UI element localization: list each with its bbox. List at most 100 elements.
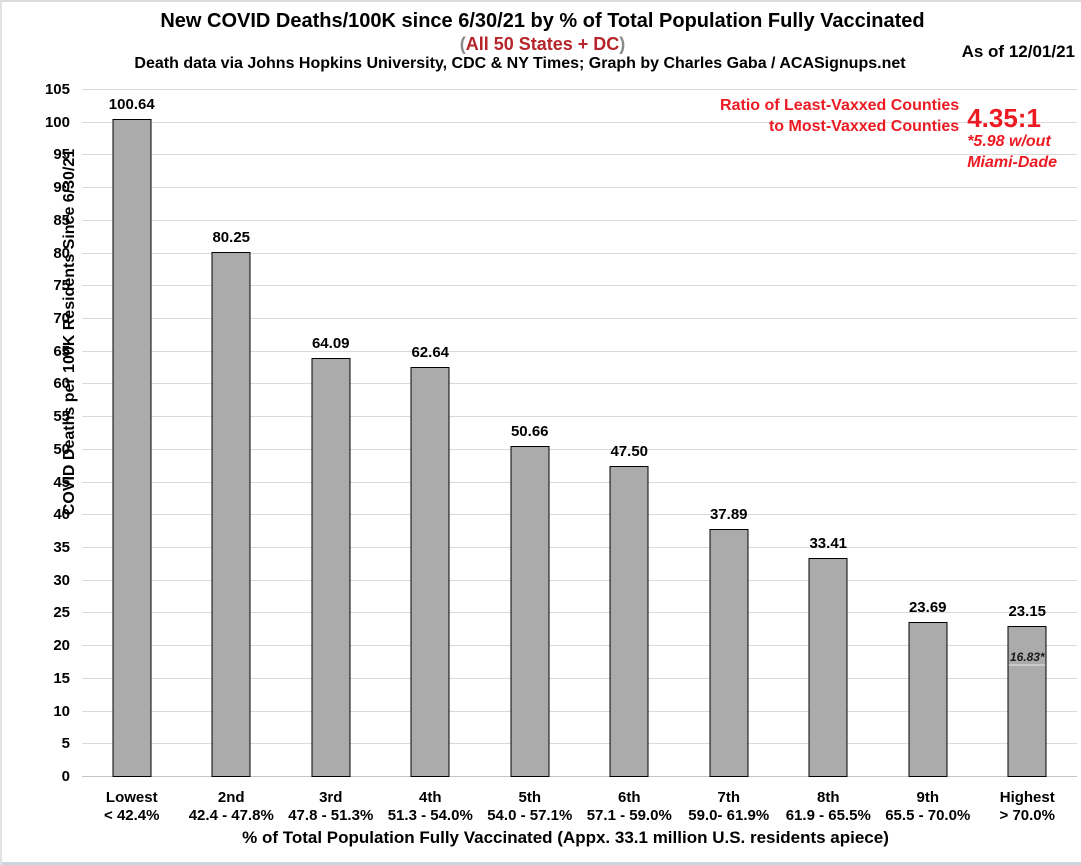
y-tick-label: 45 <box>53 473 70 491</box>
category-range: 54.0 - 57.1% <box>487 807 573 824</box>
bar <box>410 367 450 777</box>
y-tick-label: 55 <box>53 408 70 426</box>
gridline <box>82 154 1077 156</box>
category-range: 61.9 - 65.5% <box>785 807 871 824</box>
category-label: 4th 51.3 - 54.0% <box>381 789 481 825</box>
y-tick-label: 90 <box>53 179 70 197</box>
y-tick-label: 85 <box>53 211 70 229</box>
category-range: 57.1 - 59.0% <box>586 807 672 824</box>
bar-value-label: 100.64 <box>108 95 155 113</box>
y-tick-label: 5 <box>61 735 70 753</box>
bar-value-label: 50.66 <box>510 422 549 440</box>
ratio-annotation: Ratio of Least-Vaxxed Counties to Most-V… <box>720 95 1057 173</box>
category-name: 2nd <box>217 789 245 806</box>
as-of-date: As of 12/01/21 <box>961 42 1075 61</box>
bar-value-label: 33.41 <box>809 535 848 553</box>
category-label: Highest > 70.0% <box>978 789 1078 825</box>
category-label: 9th 65.5 - 70.0% <box>878 789 978 825</box>
bar-slot: 64.09 <box>281 90 381 777</box>
category-range: 42.4 - 47.8% <box>188 807 274 824</box>
y-tick-label: 95 <box>53 146 70 164</box>
category-label: 2nd 42.4 - 47.8% <box>182 789 282 825</box>
category-range: 65.5 - 70.0% <box>885 807 971 824</box>
bar <box>311 357 351 777</box>
category-range: > 70.0% <box>999 807 1055 824</box>
gridline <box>82 285 1077 287</box>
category-name: Highest <box>999 789 1055 806</box>
y-tick-label: 60 <box>53 375 70 393</box>
category-label: 3rd 47.8 - 51.3% <box>281 789 381 825</box>
gridline <box>82 547 1077 548</box>
bar <box>211 251 251 777</box>
y-tick-label: 105 <box>44 81 70 98</box>
x-axis-categories: Lowest < 42.4% 2nd 42.4 - 47.8% 3rd 47.8 - 51… <box>82 789 1077 825</box>
bar-slot: 37.89 <box>679 90 779 777</box>
bar-slot: 23.15 16.83* <box>978 90 1078 777</box>
bar-value-label: 47.50 <box>610 443 649 461</box>
bar-value-label: 37.89 <box>709 506 748 524</box>
y-tick-label: 25 <box>53 604 70 622</box>
bar-value-label: 80.25 <box>212 228 251 246</box>
bar-value-label: 64.09 <box>311 334 350 352</box>
bar <box>112 118 152 777</box>
y-tick-label: 70 <box>53 310 70 327</box>
gridline <box>82 318 1077 319</box>
bar <box>908 622 948 777</box>
gridline <box>82 514 1077 516</box>
category-name: 3rd <box>319 789 343 806</box>
gridline <box>82 710 1077 712</box>
gridline <box>82 89 1077 90</box>
bar-value-label: 62.64 <box>411 344 450 362</box>
category-label: 6th 57.1 - 59.0% <box>580 789 680 825</box>
gridline <box>82 219 1077 221</box>
gridline <box>82 645 1077 647</box>
y-tick-label: 30 <box>53 571 70 589</box>
subtitle-text: All 50 States + DC <box>465 34 620 54</box>
bar <box>609 466 649 777</box>
category-range: 47.8 - 51.3% <box>288 807 374 824</box>
ratio-value: 4.35:1 <box>967 103 1041 133</box>
y-tick-label: 50 <box>53 440 70 458</box>
x-axis-title: % of Total Population Fully Vaccinated (… <box>242 828 889 847</box>
bar-value-label: 23.69 <box>908 599 947 616</box>
y-tick-label: 80 <box>53 244 70 262</box>
category-name: 8th <box>817 789 840 806</box>
inner-note-line <box>1008 663 1046 666</box>
category-range: 51.3 - 54.0% <box>387 807 473 824</box>
gridline <box>82 612 1077 614</box>
bar-slot: 80.25 <box>182 90 282 777</box>
gridline <box>82 383 1077 385</box>
category-name: 6th <box>618 789 641 806</box>
y-tick-label: 75 <box>53 277 70 295</box>
chart-title: New COVID Deaths/100K since 6/30/21 by %… <box>160 10 925 32</box>
y-axis-ticks: 0 5 10 15 20 25 30 35 40 45 50 55 60 65 70 75 80 85 90 95 10… <box>2 81 70 785</box>
gridline <box>82 448 1077 450</box>
category-label: 5th 54.0 - 57.1% <box>480 789 580 825</box>
gridline <box>82 350 1077 352</box>
ratio-annotation-value-block: 4.35:1 *5.98 w/out Miami-Dade <box>967 105 1057 173</box>
ratio-line-1: Ratio of Least-Vaxxed Counties <box>720 97 960 114</box>
y-tick-label: 35 <box>53 539 70 556</box>
category-name: Lowest <box>105 789 158 806</box>
bar-slot: 100.64 <box>82 90 182 777</box>
category-label: 7th 59.0- 61.9% <box>679 789 779 825</box>
bar-slot: 62.64 <box>381 90 481 777</box>
category-name: 7th <box>717 789 741 806</box>
bar: 16.83* <box>1007 625 1047 777</box>
bars-layer: 100.64 80.25 64.09 62.64 50.66 47.50 37.89 33.4… <box>82 90 1077 777</box>
y-tick-label: 65 <box>53 342 70 360</box>
inner-note-label: 16.83* <box>1009 649 1045 664</box>
y-tick-label: 15 <box>53 669 70 687</box>
gridline <box>82 252 1077 254</box>
gridline <box>82 579 1077 581</box>
gridline <box>82 677 1077 679</box>
gridline <box>82 121 1077 123</box>
y-tick-label: 100 <box>44 113 70 131</box>
ratio-footnote-line-1: *5.98 w/out <box>967 133 1051 150</box>
plot-area: 100.64 80.25 64.09 62.64 50.66 47.50 37.89 33.4… <box>82 89 1077 777</box>
gridline <box>82 187 1077 189</box>
bar-slot: 50.66 <box>480 90 580 777</box>
bar <box>510 445 550 777</box>
category-range: < 42.4% <box>104 807 160 824</box>
